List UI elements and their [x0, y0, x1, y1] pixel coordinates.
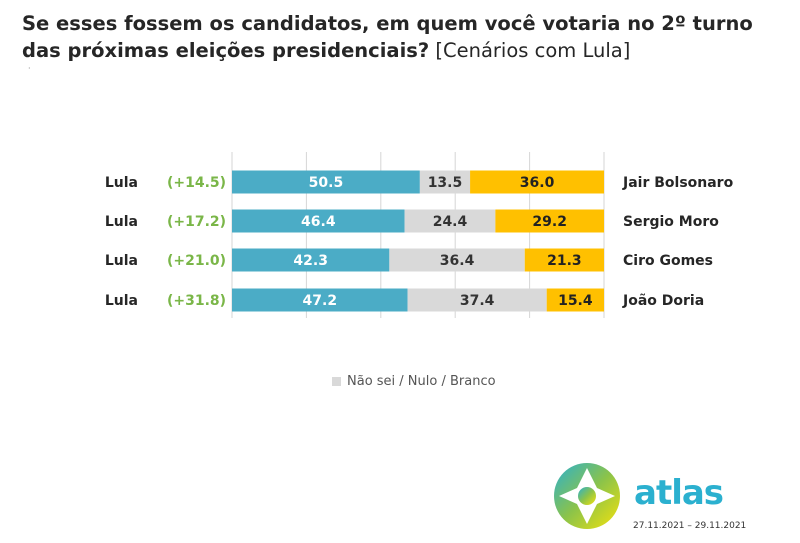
left-category-label: Lula — [105, 214, 138, 230]
opponent-label: João Doria — [622, 293, 704, 309]
legend-swatch-undecided — [332, 377, 341, 386]
margin-label: (+21.0) — [167, 253, 226, 269]
bar-segment — [232, 170, 420, 194]
bar-segment — [404, 209, 496, 233]
bar-segment — [524, 248, 604, 272]
margin-label: (+31.8) — [167, 293, 226, 309]
data-label: 21.3 — [547, 253, 582, 269]
legend-label-undecided: Não sei / Nulo / Branco — [347, 374, 496, 389]
bar-segment — [232, 209, 405, 233]
bar-segment — [407, 288, 547, 312]
data-label: 36.4 — [440, 253, 475, 269]
data-label: 37.4 — [460, 293, 495, 309]
brand-name: atlas — [634, 473, 724, 513]
bar-segment — [470, 170, 604, 194]
left-category-label: Lula — [105, 293, 138, 309]
data-label: 13.5 — [428, 175, 463, 191]
data-label: 29.2 — [532, 214, 567, 230]
opponent-label: Ciro Gomes — [623, 253, 713, 269]
atlas-logo-icon — [554, 463, 620, 529]
margin-label: (+14.5) — [167, 175, 226, 191]
data-label: 50.5 — [309, 175, 344, 191]
data-label: 46.4 — [301, 214, 336, 230]
data-label: 24.4 — [433, 214, 468, 230]
left-category-label: Lula — [105, 253, 138, 269]
chart-title-sub: [Cenários com Lula] — [435, 39, 631, 62]
opponent-label: Sergio Moro — [623, 214, 719, 230]
survey-dates: 27.11.2021 – 29.11.2021 — [633, 521, 747, 531]
opponent-label: Jair Bolsonaro — [622, 175, 734, 191]
chart-title: Se esses fossem os candidatos, em quem v… — [22, 10, 782, 64]
data-label: 36.0 — [520, 175, 555, 191]
bar-segment — [232, 288, 408, 312]
data-label: 47.2 — [303, 293, 338, 309]
decor-dot: · — [28, 64, 31, 73]
left-category-label: Lula — [105, 175, 138, 191]
stacked-bar-chart: 50.5 13.5 36.0 Lula (+14.5) Jair Bolsonaro 46.… — [105, 152, 734, 318]
bar-segment — [419, 170, 471, 194]
bar-segment — [232, 248, 390, 272]
data-label: 42.3 — [293, 253, 328, 269]
chart-legend: Não sei / Nulo / Branco — [332, 374, 496, 389]
margin-label: (+17.2) — [167, 214, 226, 230]
chart-title-main: Se esses fossem os candidatos, em quem v… — [22, 12, 753, 62]
bar-segment — [389, 248, 525, 272]
data-label: 15.4 — [558, 293, 593, 309]
bar-segment — [495, 209, 604, 233]
bar-segment — [546, 288, 604, 312]
